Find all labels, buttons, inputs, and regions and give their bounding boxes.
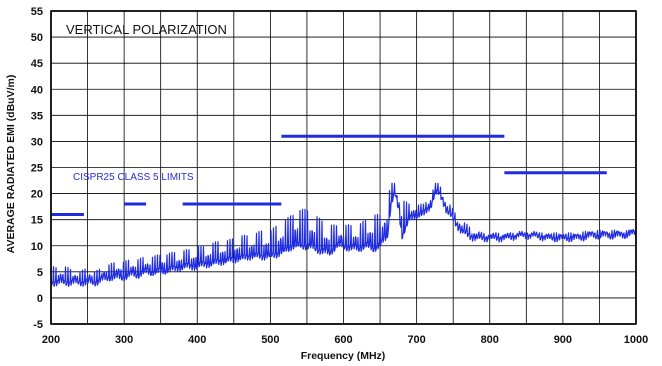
- x-tick-label-500: 500: [261, 334, 279, 346]
- y-tick-label-30: 30: [31, 136, 43, 148]
- series-layer: [50, 182, 637, 287]
- x-tick-label-600: 600: [334, 334, 352, 346]
- plot-frame: [50, 10, 637, 325]
- emi-series-line: [50, 182, 637, 287]
- y-tick-label-35: 35: [31, 110, 43, 122]
- x-tick-label-400: 400: [188, 334, 206, 346]
- y-tick-label-50: 50: [31, 32, 43, 44]
- limits-annotation: CISPR25 CLASS 5 LIMITS: [73, 172, 194, 183]
- y-tick-label-10: 10: [31, 241, 43, 253]
- y-axis-title: AVERAGE RADIATED EMI (dBuV/m): [5, 75, 17, 254]
- axes-layer: 200 300 400 500 600 700 800 900 1000555045403530…: [31, 6, 648, 346]
- y-tick-label-40: 40: [31, 84, 43, 96]
- y-tick-label-0: 0: [37, 293, 43, 305]
- x-axis-title: Frequency (MHz): [301, 350, 386, 362]
- y-tick-label-5: 5: [37, 267, 43, 279]
- limits-layer: [51, 134, 607, 216]
- x-tick-label-200: 200: [42, 334, 60, 346]
- y-tick-label-25: 25: [31, 163, 43, 175]
- x-tick-label-700: 700: [407, 334, 425, 346]
- x-tick-label-1000: 1000: [624, 334, 648, 346]
- x-tick-label-900: 900: [554, 334, 572, 346]
- y-tick-label-45: 45: [31, 58, 43, 70]
- plot-title: VERTICAL POLARIZATION: [66, 22, 227, 37]
- x-tick-label-800: 800: [481, 334, 499, 346]
- x-tick-label-300: 300: [115, 334, 133, 346]
- y-tick-label-20: 20: [31, 189, 43, 201]
- y-tick-label-55: 55: [31, 6, 43, 18]
- y-tick-label--5: -5: [33, 319, 43, 331]
- y-tick-label-15: 15: [31, 215, 43, 227]
